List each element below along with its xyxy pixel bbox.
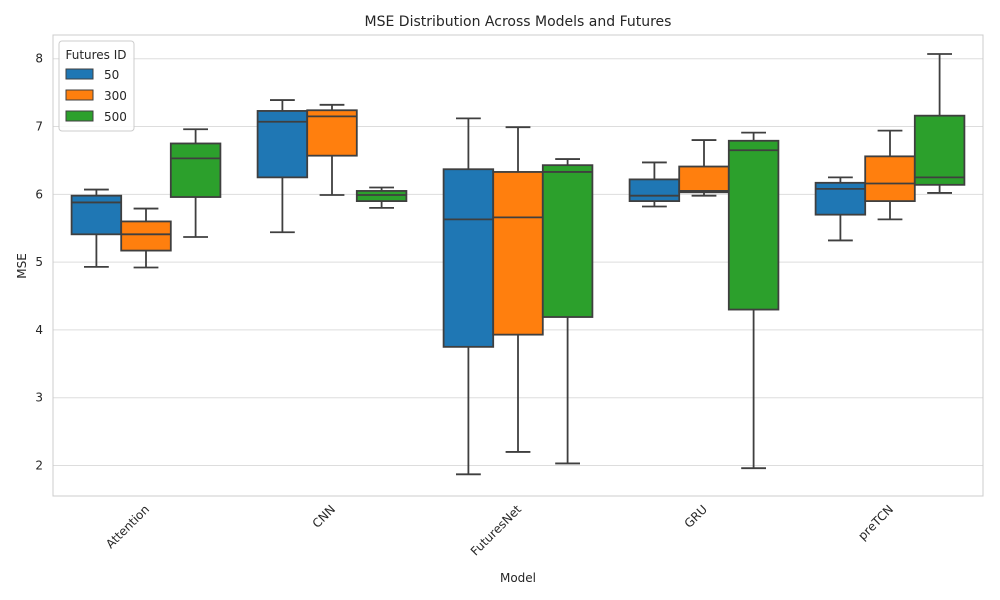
y-tick-label: 8 (35, 52, 43, 66)
box-gru-500 (727, 131, 780, 470)
plot-area-frame (52, 34, 984, 497)
legend-label-500: 500 (104, 110, 127, 124)
legend-label-300: 300 (104, 89, 127, 103)
box-attention-50 (70, 188, 123, 268)
box-futuresnet-300 (492, 126, 544, 453)
iqr-box (678, 165, 730, 194)
y-axis-ticks: 2 3 4 5 6 7 8 (35, 52, 43, 473)
iqr-box (864, 155, 916, 202)
box-cnn-300 (306, 103, 358, 196)
y-tick-label: 5 (35, 255, 43, 269)
iqr-box (120, 220, 172, 252)
legend-frame (58, 40, 135, 132)
iqr-box (492, 171, 544, 336)
iqr-box (913, 114, 966, 186)
iqr-box (727, 139, 780, 311)
legend-swatch-500 (65, 110, 94, 122)
iqr-box (814, 181, 867, 216)
legend-label-50: 50 (104, 68, 119, 82)
y-tick-label: 6 (35, 187, 43, 201)
box-futuresnet-50 (442, 117, 495, 476)
box-gru-50 (628, 161, 681, 208)
iqr-box (306, 109, 358, 157)
box-futuresnet-500 (541, 158, 594, 465)
box-pretcn-500 (913, 53, 966, 194)
iqr-box (628, 178, 681, 202)
box-attention-500 (169, 128, 222, 238)
y-tick-label: 4 (35, 323, 43, 337)
box-attention-300 (120, 207, 172, 269)
y-tick-label: 3 (35, 391, 43, 405)
iqr-box (541, 164, 594, 318)
iqr-box (70, 194, 123, 236)
box-cnn-500 (355, 186, 408, 209)
boxes (70, 53, 966, 476)
legend: Futures ID 50 300 500 (58, 40, 135, 132)
chart-title: MSE Distribution Across Models and Futur… (365, 14, 672, 30)
iqr-box (169, 142, 222, 198)
legend-title: Futures ID (65, 48, 126, 62)
y-tick-label: 2 (35, 458, 43, 472)
iqr-box (442, 168, 495, 348)
y-axis-title: MSE (15, 253, 29, 279)
x-axis-title: Model (500, 571, 536, 585)
legend-items: 50 300 500 (65, 68, 127, 124)
box-pretcn-300 (864, 129, 916, 221)
legend-swatch-300 (65, 89, 94, 101)
legend-swatch-50 (65, 68, 94, 80)
iqr-box (355, 190, 408, 202)
y-tick-label: 7 (35, 120, 43, 134)
